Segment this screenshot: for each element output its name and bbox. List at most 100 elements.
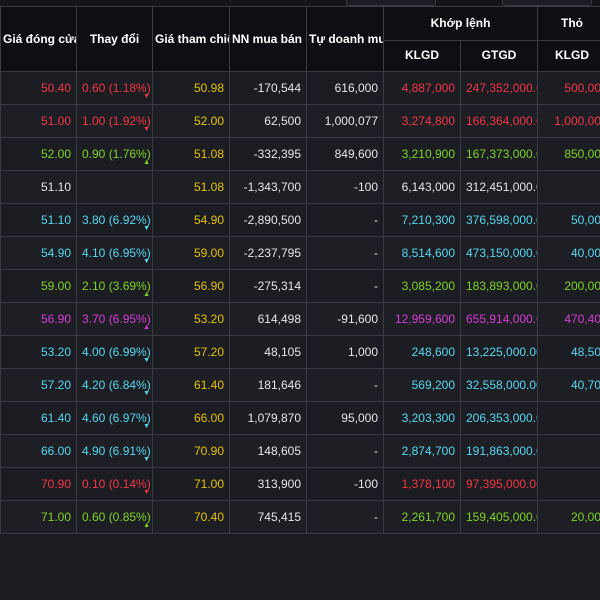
- cell-matched-volume: 3,274,800: [383, 104, 461, 138]
- table-row[interactable]: 51.10 51.08 -1,343,700 -100 6,143,000 312,451…: [0, 170, 600, 204]
- table-row[interactable]: 70.90 0.10 (0.14%) ▼ 71.00 313,900 -100 1,378,…: [0, 467, 600, 501]
- cell-proprietary-net: -: [306, 269, 384, 303]
- table-row[interactable]: 57.20 4.20 (6.84%) ▼ 61.40 181,646-569,200 32…: [0, 368, 600, 402]
- caret-down-icon: ▼: [143, 423, 150, 430]
- cell-proprietary-net: -100: [306, 170, 384, 204]
- col-header-proprietary-net[interactable]: Tự doanh mua bán ròng: [306, 6, 384, 72]
- col-header-negotiated-volume[interactable]: KLGD: [537, 39, 600, 73]
- cell-negotiated-volume: 1,000,00: [537, 104, 600, 138]
- cell-matched-volume: 2,261,700: [383, 500, 461, 534]
- cell-ref-price: 54.90: [152, 203, 230, 237]
- cell-matched-volume: 4,887,000: [383, 71, 461, 105]
- change-text: 2.10 (3.69%): [82, 279, 151, 293]
- cell-matched-volume: 3,085,200: [383, 269, 461, 303]
- cell-matched-value: 97,395,000.00: [459, 467, 539, 501]
- cell-change: 3.80 (6.92%) ▼: [76, 203, 153, 237]
- table-row[interactable]: 56.90 3.70 (6.95%) ▲ 53.20 614,498 -91,600 12,…: [0, 302, 600, 336]
- col-header-change[interactable]: Thay đổi: [76, 6, 153, 72]
- change-text: 0.60 (0.85%): [82, 510, 151, 524]
- caret-up-icon: ▲: [143, 324, 150, 331]
- change-text: 3.70 (6.95%): [82, 312, 151, 326]
- cell-change: 0.60 (1.18%) ▼: [76, 71, 153, 105]
- cell-ref-price: 61.40: [152, 368, 230, 402]
- cell-negotiated-volume: 40,70: [537, 368, 600, 402]
- caret-down-icon: ▼: [143, 456, 150, 463]
- cell-negotiated-volume: 470,40: [537, 302, 600, 336]
- change-text: 0.10 (0.14%): [82, 477, 151, 491]
- cell-ref-price: 59.00: [152, 236, 230, 270]
- cell-negotiated-volume: 40,00: [537, 236, 600, 270]
- change-text: 4.00 (6.99%): [82, 345, 151, 359]
- caret-up-icon: ▲: [143, 159, 150, 166]
- cell-matched-value: 167,373,000.00: [459, 137, 539, 171]
- toolbar-control[interactable]: [346, 0, 436, 6]
- cell-negotiated-volume: 48,50: [537, 335, 600, 369]
- cell-ref-price: 66.00: [152, 401, 230, 435]
- cell-negotiated-volume: [537, 170, 600, 204]
- cell-change: 1.00 (1.92%) ▼: [76, 104, 153, 138]
- table-row[interactable]: 50.40 0.60 (1.18%) ▼ 50.98 -170,544 616,000 4,…: [0, 71, 600, 105]
- change-text: 4.10 (6.95%): [82, 246, 151, 260]
- caret-down-icon: ▼: [143, 225, 150, 232]
- cell-foreign-net: 148,605: [229, 434, 307, 468]
- cell-proprietary-net: -100: [306, 467, 384, 501]
- cell-proprietary-net: -: [306, 203, 384, 237]
- cell-proprietary-net: 95,000: [306, 401, 384, 435]
- cell-foreign-net: 1,079,870: [229, 401, 307, 435]
- table-row[interactable]: 51.00 1.00 (1.92%) ▼ 52.00 62,500 1,000,077 3,…: [0, 104, 600, 138]
- table-row[interactable]: 51.10 3.80 (6.92%) ▼ 54.90 -2,890,500-7,210,…: [0, 203, 600, 237]
- caret-down-icon: ▼: [143, 390, 150, 397]
- cell-foreign-net: -2,890,500: [229, 203, 307, 237]
- col-header-matched-value[interactable]: GTGD: [459, 39, 539, 73]
- change-text: 4.20 (6.84%): [82, 378, 151, 392]
- cell-matched-volume: 8,514,600: [383, 236, 461, 270]
- cell-change: 4.10 (6.95%) ▼: [76, 236, 153, 270]
- col-header-close-price[interactable]: Giá đóng cửa: [0, 6, 77, 72]
- cell-close-price: 56.90: [0, 302, 77, 336]
- cell-matched-value: 376,598,000.00: [459, 203, 539, 237]
- table-row[interactable]: 71.00 0.60 (0.85%) ▲ 70.40 745,415-2,261,700…: [0, 500, 600, 534]
- table-row[interactable]: 61.40 4.60 (6.97%) ▼ 66.00 1,079,870 95,000 3,…: [0, 401, 600, 435]
- table-row[interactable]: 59.00 2.10 (3.69%) ▲ 56.90 -275,314-3,085,20…: [0, 269, 600, 303]
- cell-matched-volume: 569,200: [383, 368, 461, 402]
- toolbar-control[interactable]: [502, 0, 592, 6]
- table-row[interactable]: 52.00 0.90 (1.76%) ▲ 51.08 -332,395 849,600 3,…: [0, 137, 600, 171]
- price-history-table: Giá đóng cửa Thay đổi Giá tham chiếu NN …: [0, 6, 600, 534]
- cell-ref-price: 57.20: [152, 335, 230, 369]
- col-header-matched-volume[interactable]: KLGD: [383, 39, 461, 73]
- cell-change: 4.00 (6.99%) ▼: [76, 335, 153, 369]
- cell-matched-value: 247,352,000.00: [459, 71, 539, 105]
- col-group-negotiated: Thỏ: [537, 6, 600, 41]
- cell-change: 0.60 (0.85%) ▲: [76, 500, 153, 534]
- cell-change: [76, 170, 153, 204]
- table-row[interactable]: 66.00 4.90 (6.91%) ▼ 70.90 148,605-2,874,700…: [0, 434, 600, 468]
- cell-negotiated-volume: [537, 467, 600, 501]
- top-toolbar: [0, 0, 600, 6]
- cell-ref-price: 70.40: [152, 500, 230, 534]
- change-text: 4.60 (6.97%): [82, 411, 151, 425]
- cell-matched-volume: 248,600: [383, 335, 461, 369]
- cell-negotiated-volume: 200,00: [537, 269, 600, 303]
- cell-matched-volume: 6,143,000: [383, 170, 461, 204]
- cell-ref-price: 56.90: [152, 269, 230, 303]
- cell-matched-volume: 12,959,600: [383, 302, 461, 336]
- cell-close-price: 57.20: [0, 368, 77, 402]
- cell-ref-price: 51.08: [152, 137, 230, 171]
- cell-proprietary-net: -91,600: [306, 302, 384, 336]
- cell-change: 4.90 (6.91%) ▼: [76, 434, 153, 468]
- cell-foreign-net: -332,395: [229, 137, 307, 171]
- cell-ref-price: 71.00: [152, 467, 230, 501]
- cell-matched-volume: 2,874,700: [383, 434, 461, 468]
- col-header-ref-price[interactable]: Giá tham chiếu: [152, 6, 230, 72]
- cell-change: 3.70 (6.95%) ▲: [76, 302, 153, 336]
- cell-close-price: 50.40: [0, 71, 77, 105]
- caret-down-icon: ▼: [143, 93, 150, 100]
- table-row[interactable]: 53.20 4.00 (6.99%) ▼ 57.20 48,105 1,000 248,60…: [0, 335, 600, 369]
- cell-close-price: 59.00: [0, 269, 77, 303]
- table-row[interactable]: 54.90 4.10 (6.95%) ▼ 59.00 -2,237,795-8,514,…: [0, 236, 600, 270]
- cell-foreign-net: 745,415: [229, 500, 307, 534]
- cell-matched-volume: 3,203,300: [383, 401, 461, 435]
- col-header-foreign-net[interactable]: NN mua bán ròng: [229, 6, 307, 72]
- cell-ref-price: 50.98: [152, 71, 230, 105]
- cell-foreign-net: 181,646: [229, 368, 307, 402]
